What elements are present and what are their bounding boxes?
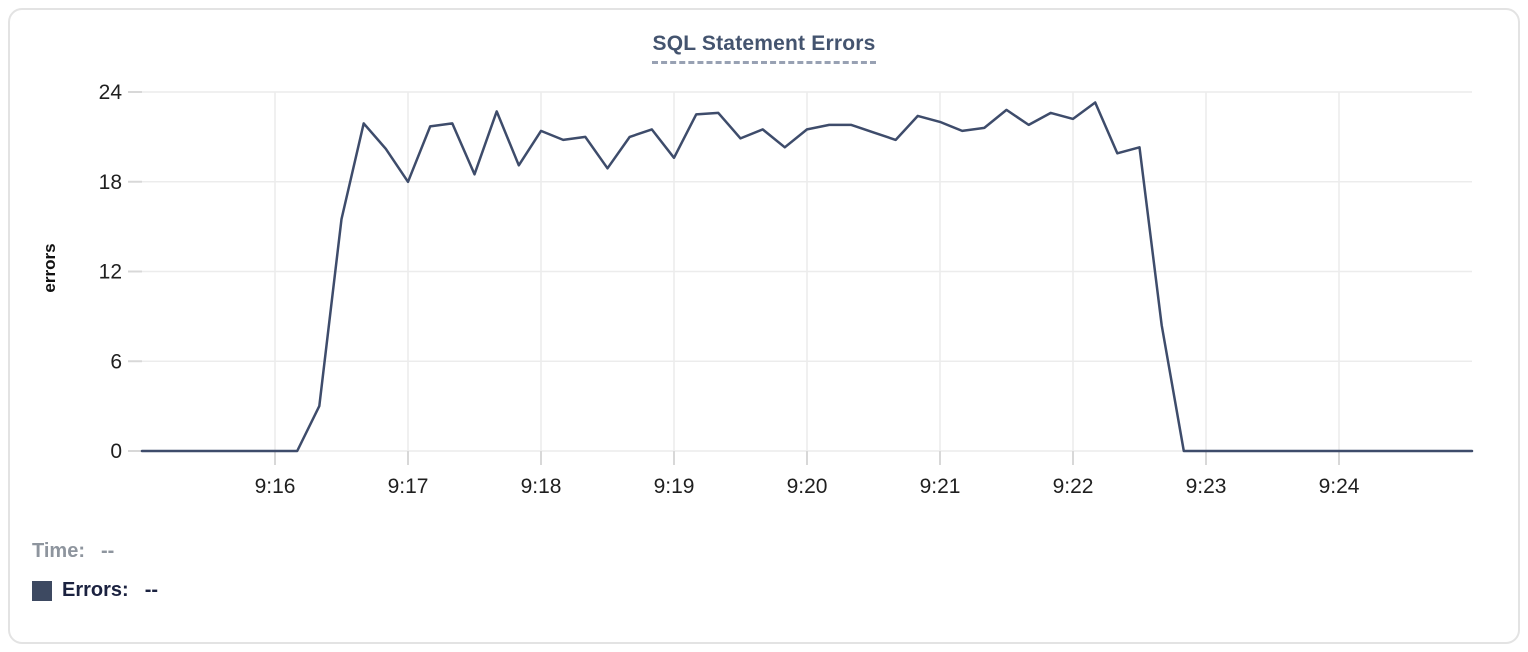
svg-text:9:20: 9:20 [787,475,828,498]
svg-text:6: 6 [110,350,122,373]
legend-time-row: Time: -- [32,540,158,563]
chart-card: SQL Statement Errors errors 0 6 12 18 24 9:16… [8,8,1520,644]
svg-text:18: 18 [99,171,122,194]
legend-time-value: -- [100,540,115,562]
chart-legend: Time: -- Errors: -- [32,540,158,602]
svg-text:9:23: 9:23 [1186,475,1227,498]
axis-ticks [128,91,1340,465]
errors-series-swatch-icon [32,580,52,601]
grid-lines [142,91,1472,452]
legend-errors-value: -- [144,579,159,601]
svg-text:24: 24 [99,81,123,104]
errors-series-line [140,101,1474,453]
svg-text:9:21: 9:21 [920,475,961,498]
legend-errors-label: Errors: [62,579,129,601]
axis-tick-labels: 0 6 12 18 24 9:16 9:17 9:18 9:19 9:20 9:21 9:22 9:23… [99,81,1360,498]
legend-errors-row: Errors: -- [32,579,158,602]
svg-text:9:19: 9:19 [654,475,695,498]
errors-line-chart[interactable]: 0 6 12 18 24 9:16 9:17 9:18 9:19 9:20 9:21 9:22 9:23… [10,70,1522,520]
chart-title-link[interactable]: SQL Statement Errors [652,32,876,64]
chart-header: SQL Statement Errors [10,32,1518,64]
svg-text:9:24: 9:24 [1319,475,1360,498]
legend-time-label: Time: [32,540,85,562]
svg-text:9:16: 9:16 [255,475,296,498]
svg-text:0: 0 [110,440,122,463]
svg-text:9:18: 9:18 [521,475,562,498]
svg-text:9:22: 9:22 [1053,475,1094,498]
svg-text:12: 12 [99,261,122,284]
svg-text:9:17: 9:17 [388,475,429,498]
